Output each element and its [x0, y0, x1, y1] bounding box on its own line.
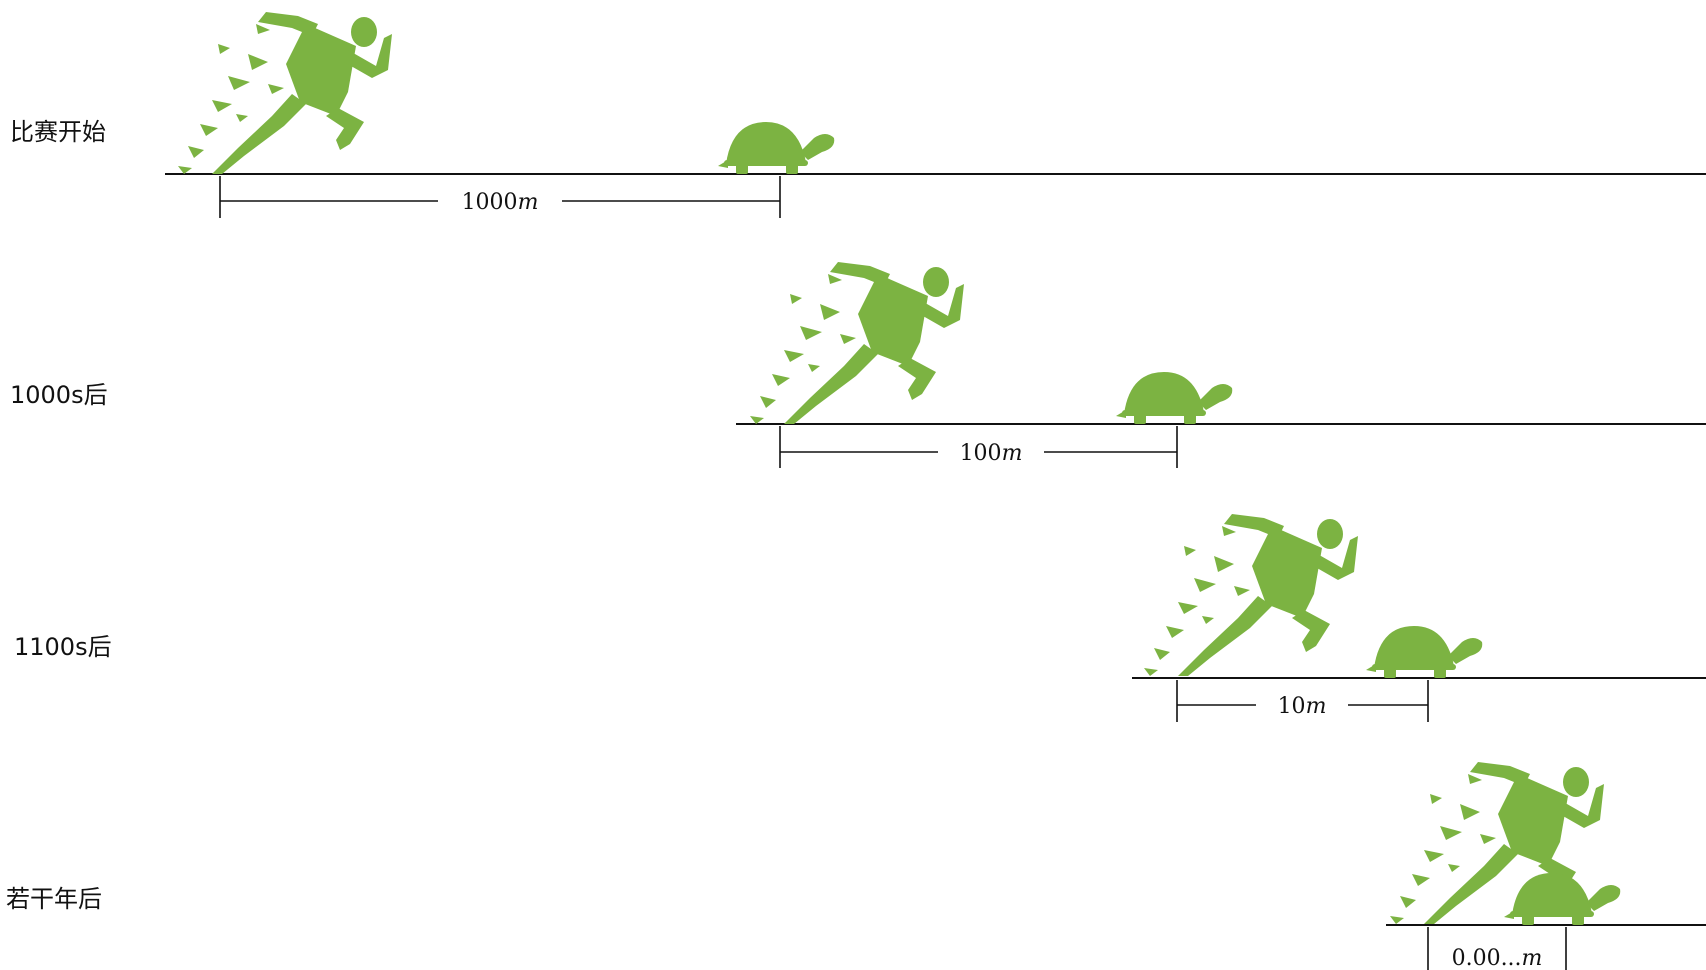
runner-icon [1144, 514, 1358, 676]
tortoise-icon [1366, 626, 1483, 678]
stage-label: 若干年后 [6, 885, 102, 913]
distance-marker: 0.00...m [1427, 927, 1567, 970]
stage-label: 1100s后 [14, 633, 112, 661]
distance-marker: 100m [779, 426, 1178, 468]
stage-row: 若干年后 0.00...m [6, 762, 1706, 970]
distance-label: 0.00...m [1452, 946, 1543, 970]
stage-label: 比赛开始 [10, 118, 106, 146]
stage-row: 比赛开始 1000m [10, 12, 1706, 218]
stage-row: 1100s后 10m [14, 514, 1706, 722]
distance-marker: 1000m [219, 176, 781, 218]
stage-row: 1000s后 100m [10, 262, 1706, 468]
distance-label: 100m [960, 441, 1023, 466]
distance-label: 10m [1278, 694, 1327, 719]
distance-marker: 10m [1176, 680, 1429, 722]
stage-label: 1000s后 [10, 381, 108, 409]
runner-icon [750, 262, 964, 424]
runner-icon [178, 12, 392, 174]
tortoise-icon [718, 122, 835, 174]
distance-label: 1000m [462, 190, 539, 215]
tortoise-icon [1116, 372, 1233, 424]
tortoise-icon [1504, 873, 1621, 925]
